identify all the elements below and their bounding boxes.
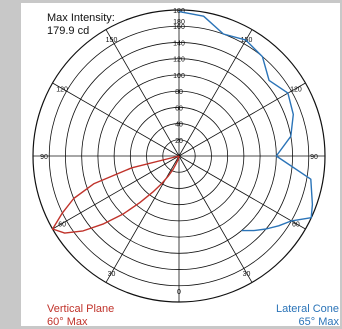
max-intensity-value: 179.9 cd [47, 25, 90, 37]
legend-vertical-plane-name: Vertical Plane [47, 303, 115, 315]
max-intensity-label: Max Intensity: [47, 12, 115, 24]
radial-tick-label: 160 [173, 24, 185, 31]
angle-tick-label: 60 [58, 222, 66, 229]
angle-tick-label: 120 [290, 87, 302, 94]
angle-tick-label: 90 [310, 154, 318, 161]
radial-tick-label: 140 [173, 40, 185, 47]
legend-vertical-plane-max: 60° Max [47, 316, 88, 328]
radial-tick-label: 40 [175, 122, 183, 129]
polar-chart: 2040608010012014016018018015012090603003… [32, 8, 326, 303]
legend-lateral-cone: Lateral Cone 65° Max [276, 303, 339, 329]
angle-tick-label: 0 [177, 289, 181, 296]
max-intensity-box: Max Intensity: 179.9 cd [47, 12, 115, 38]
legend-lateral-cone-max: 65° Max [298, 316, 339, 328]
series-lateral-cone [178, 10, 314, 232]
grid-spoke [105, 29, 180, 157]
grid-spoke [178, 29, 253, 157]
radial-tick-label: 20 [175, 138, 183, 145]
grid-spoke [52, 155, 180, 230]
radial-tick-label: 120 [173, 57, 185, 64]
angle-tick-label: 120 [56, 87, 68, 94]
grid-spoke [178, 155, 306, 230]
angle-tick-label: 60 [292, 222, 300, 229]
angle-tick-label: 30 [243, 271, 251, 278]
angle-tick-label: 150 [106, 37, 118, 44]
grid-spoke [52, 82, 180, 157]
legend-lateral-cone-name: Lateral Cone [276, 303, 339, 315]
angle-tick-label: 180 [173, 19, 185, 26]
legend-vertical-plane: Vertical Plane 60° Max [47, 303, 114, 329]
series-vertical-plane [51, 155, 180, 234]
chart-panel: 20 40 60 80 100 120 140 160 180 180 150 120 90 60 30 0 3… [21, 3, 340, 329]
angle-tick-label: 90 [40, 154, 48, 161]
grid-spoke [178, 155, 253, 283]
radial-tick-label: 100 [173, 73, 185, 80]
radial-tick-label: 60 [175, 105, 183, 112]
radial-tick-label: 80 [175, 89, 183, 96]
angle-tick-label: 30 [108, 271, 116, 278]
grid-spoke [178, 82, 306, 157]
